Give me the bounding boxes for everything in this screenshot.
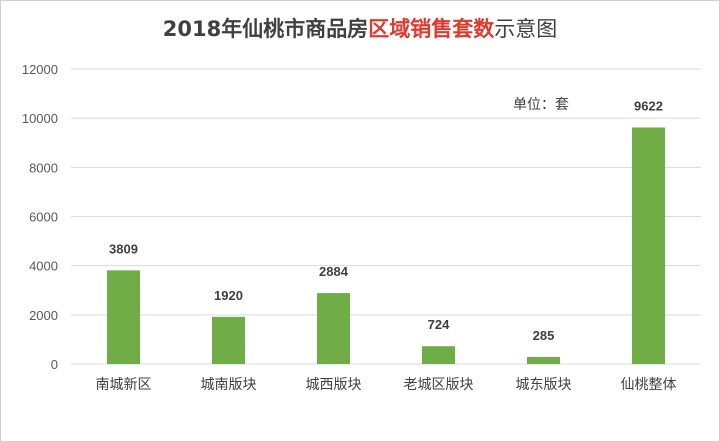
bar [212, 316, 245, 364]
bar [317, 293, 350, 364]
bar [422, 346, 455, 364]
x-tick-label: 城东版块 [516, 377, 572, 393]
x-tick-label: 城西版块 [306, 377, 362, 393]
title-prefix: 2018年仙桃市商品房 [162, 17, 369, 41]
title-highlight: 区域销售套数 [368, 17, 495, 41]
data-label: 1920 [214, 288, 243, 303]
bar [632, 127, 665, 364]
x-tick-label: 老城区版块 [404, 377, 474, 393]
gridlines [71, 68, 701, 365]
bar [527, 356, 560, 364]
x-tick-label: 仙桃整体 [621, 377, 677, 393]
data-label: 285 [533, 328, 555, 343]
y-axis: 0 2000 4000 6000 8000 10000 12000 [22, 62, 58, 372]
y-tick-label: 2000 [29, 308, 58, 323]
title-suffix: 示意图 [494, 17, 558, 41]
y-tick-label: 12000 [22, 62, 58, 77]
y-tick-label: 8000 [29, 160, 58, 175]
y-tick-label: 4000 [29, 259, 58, 274]
data-label: 2884 [319, 264, 349, 279]
data-label: 3809 [109, 241, 138, 256]
data-label: 724 [428, 317, 450, 332]
bars [107, 127, 665, 364]
value-labels: 3809 1920 2884 724 285 9622 [109, 98, 663, 343]
x-axis: 南城新区 城南版块 城西版块 老城区版块 城东版块 仙桃整体 [96, 377, 677, 393]
x-tick-label: 城南版块 [201, 377, 257, 393]
chart-title: 2018年仙桃市商品房区域销售套数示意图 [1, 13, 719, 43]
bar [107, 270, 140, 364]
unit-label: 单位：套 [513, 97, 569, 113]
y-tick-label: 6000 [29, 210, 58, 225]
x-tick-label: 南城新区 [96, 377, 152, 393]
data-label: 9622 [634, 98, 663, 113]
y-tick-label: 0 [51, 357, 58, 372]
y-tick-label: 10000 [22, 111, 58, 126]
